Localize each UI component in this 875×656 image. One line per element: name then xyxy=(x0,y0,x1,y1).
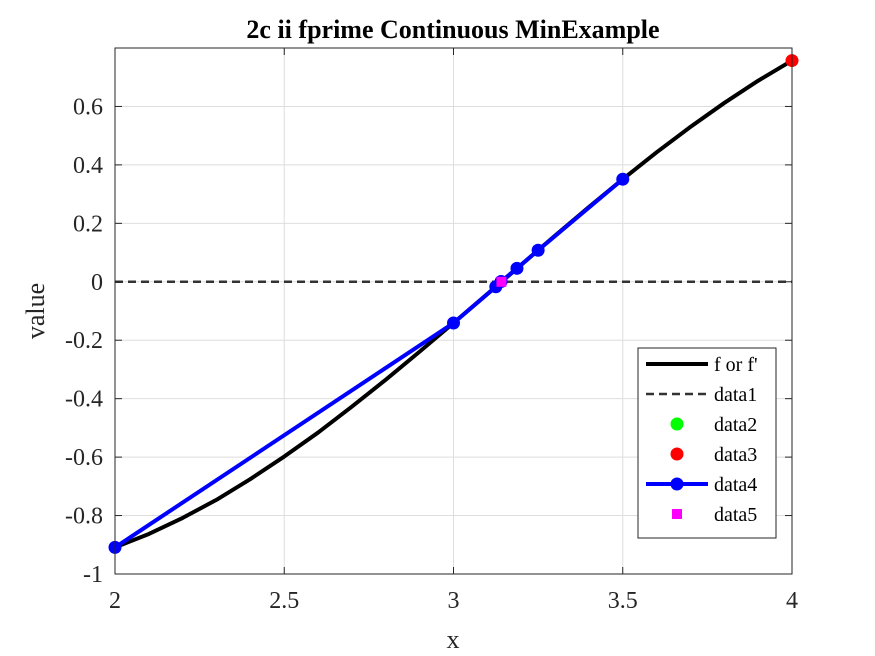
x-axis-ticks: 2 2.5 3 3.5 4 xyxy=(109,48,798,614)
legend-item-data1-label: data1 xyxy=(714,384,757,406)
legend-item-data4-marker xyxy=(670,477,684,491)
y-tick-label: -1 xyxy=(83,562,103,588)
series-data4-point xyxy=(616,172,630,186)
legend-item-data5-label: data5 xyxy=(714,504,757,526)
legend-item-f-or-f-label: f or f' xyxy=(714,354,758,376)
legend-item-data3-label: data3 xyxy=(714,444,757,466)
y-tick-label: 0 xyxy=(91,270,103,296)
legend: f or f' data1 data2 data3 data4 data5 xyxy=(637,347,777,539)
legend-item-data2-marker xyxy=(670,417,684,431)
series-data4-point xyxy=(531,243,545,257)
y-axis-label: value xyxy=(21,283,50,339)
x-tick-label: 2 xyxy=(109,588,121,614)
x-tick-label: 3 xyxy=(448,588,460,614)
series-data4-point xyxy=(447,316,460,330)
y-tick-label: 0.6 xyxy=(73,94,103,120)
legend-item-data2-label: data2 xyxy=(714,414,757,436)
x-tick-label: 2.5 xyxy=(269,588,299,614)
y-tick-label: 0.4 xyxy=(73,153,103,179)
x-tick-label: 3.5 xyxy=(608,588,638,614)
y-tick-label: -0.4 xyxy=(65,387,103,413)
series-data4-point xyxy=(510,261,524,275)
legend-item-data4-label: data4 xyxy=(714,474,757,496)
x-tick-label: 4 xyxy=(786,588,798,614)
y-tick-label: -0.2 xyxy=(65,328,103,354)
y-axis-ticks: -1 -0.8 -0.6 -0.4 -0.2 0 0.2 0.4 0.6 xyxy=(65,94,792,588)
y-tick-label: -0.6 xyxy=(65,445,103,471)
legend-item-data5-marker xyxy=(672,509,682,519)
series-data5-point xyxy=(496,276,507,287)
y-tick-label: 0.2 xyxy=(73,211,103,237)
x-axis-label: x xyxy=(447,625,460,654)
legend-box xyxy=(637,347,777,539)
chart-title: 2c ii fprime Continuous MinExample xyxy=(246,15,659,44)
legend-item-data3-marker xyxy=(670,447,684,461)
y-tick-label: -0.8 xyxy=(65,504,103,530)
